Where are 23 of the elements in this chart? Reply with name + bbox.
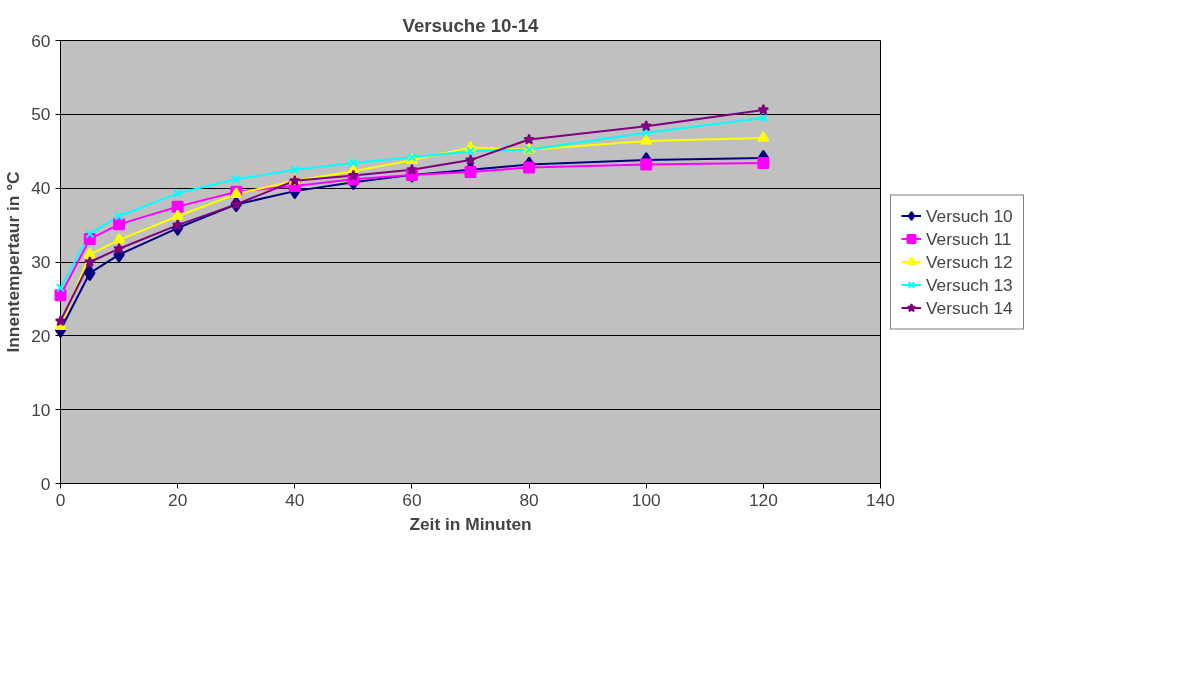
- y-tick-label: 0: [40, 473, 51, 494]
- y-tick-label: 10: [31, 399, 51, 420]
- legend-label: Versuch 10: [926, 205, 1013, 226]
- y-tick-label: 20: [31, 325, 51, 346]
- x-tick-label: 60: [402, 489, 422, 510]
- legend-label: Versuch 13: [926, 274, 1013, 295]
- y-axis-title: Innentempertaur in °C: [3, 170, 24, 353]
- x-tick-label: 40: [285, 489, 305, 510]
- chart-title: Versuche 10-14: [402, 14, 540, 36]
- y-tick-label: 40: [31, 178, 51, 199]
- x-tick-label: 0: [55, 489, 66, 510]
- legend-label: Versuch 11: [926, 228, 1012, 249]
- x-tick-label: 100: [631, 489, 661, 510]
- x-tick-label: 80: [519, 489, 539, 510]
- y-tick-label: 60: [31, 30, 51, 51]
- y-tick-label: 30: [31, 252, 51, 272]
- legend-label: Versuch 14: [926, 297, 1013, 318]
- x-tick-label: 20: [168, 489, 188, 510]
- y-tick-label: 50: [31, 104, 51, 125]
- x-axis-title: Zeit in Minuten: [409, 513, 532, 534]
- x-tick-label: 120: [748, 489, 778, 510]
- legend-label: Versuch 12: [926, 251, 1013, 272]
- x-tick-label: 140: [866, 489, 895, 510]
